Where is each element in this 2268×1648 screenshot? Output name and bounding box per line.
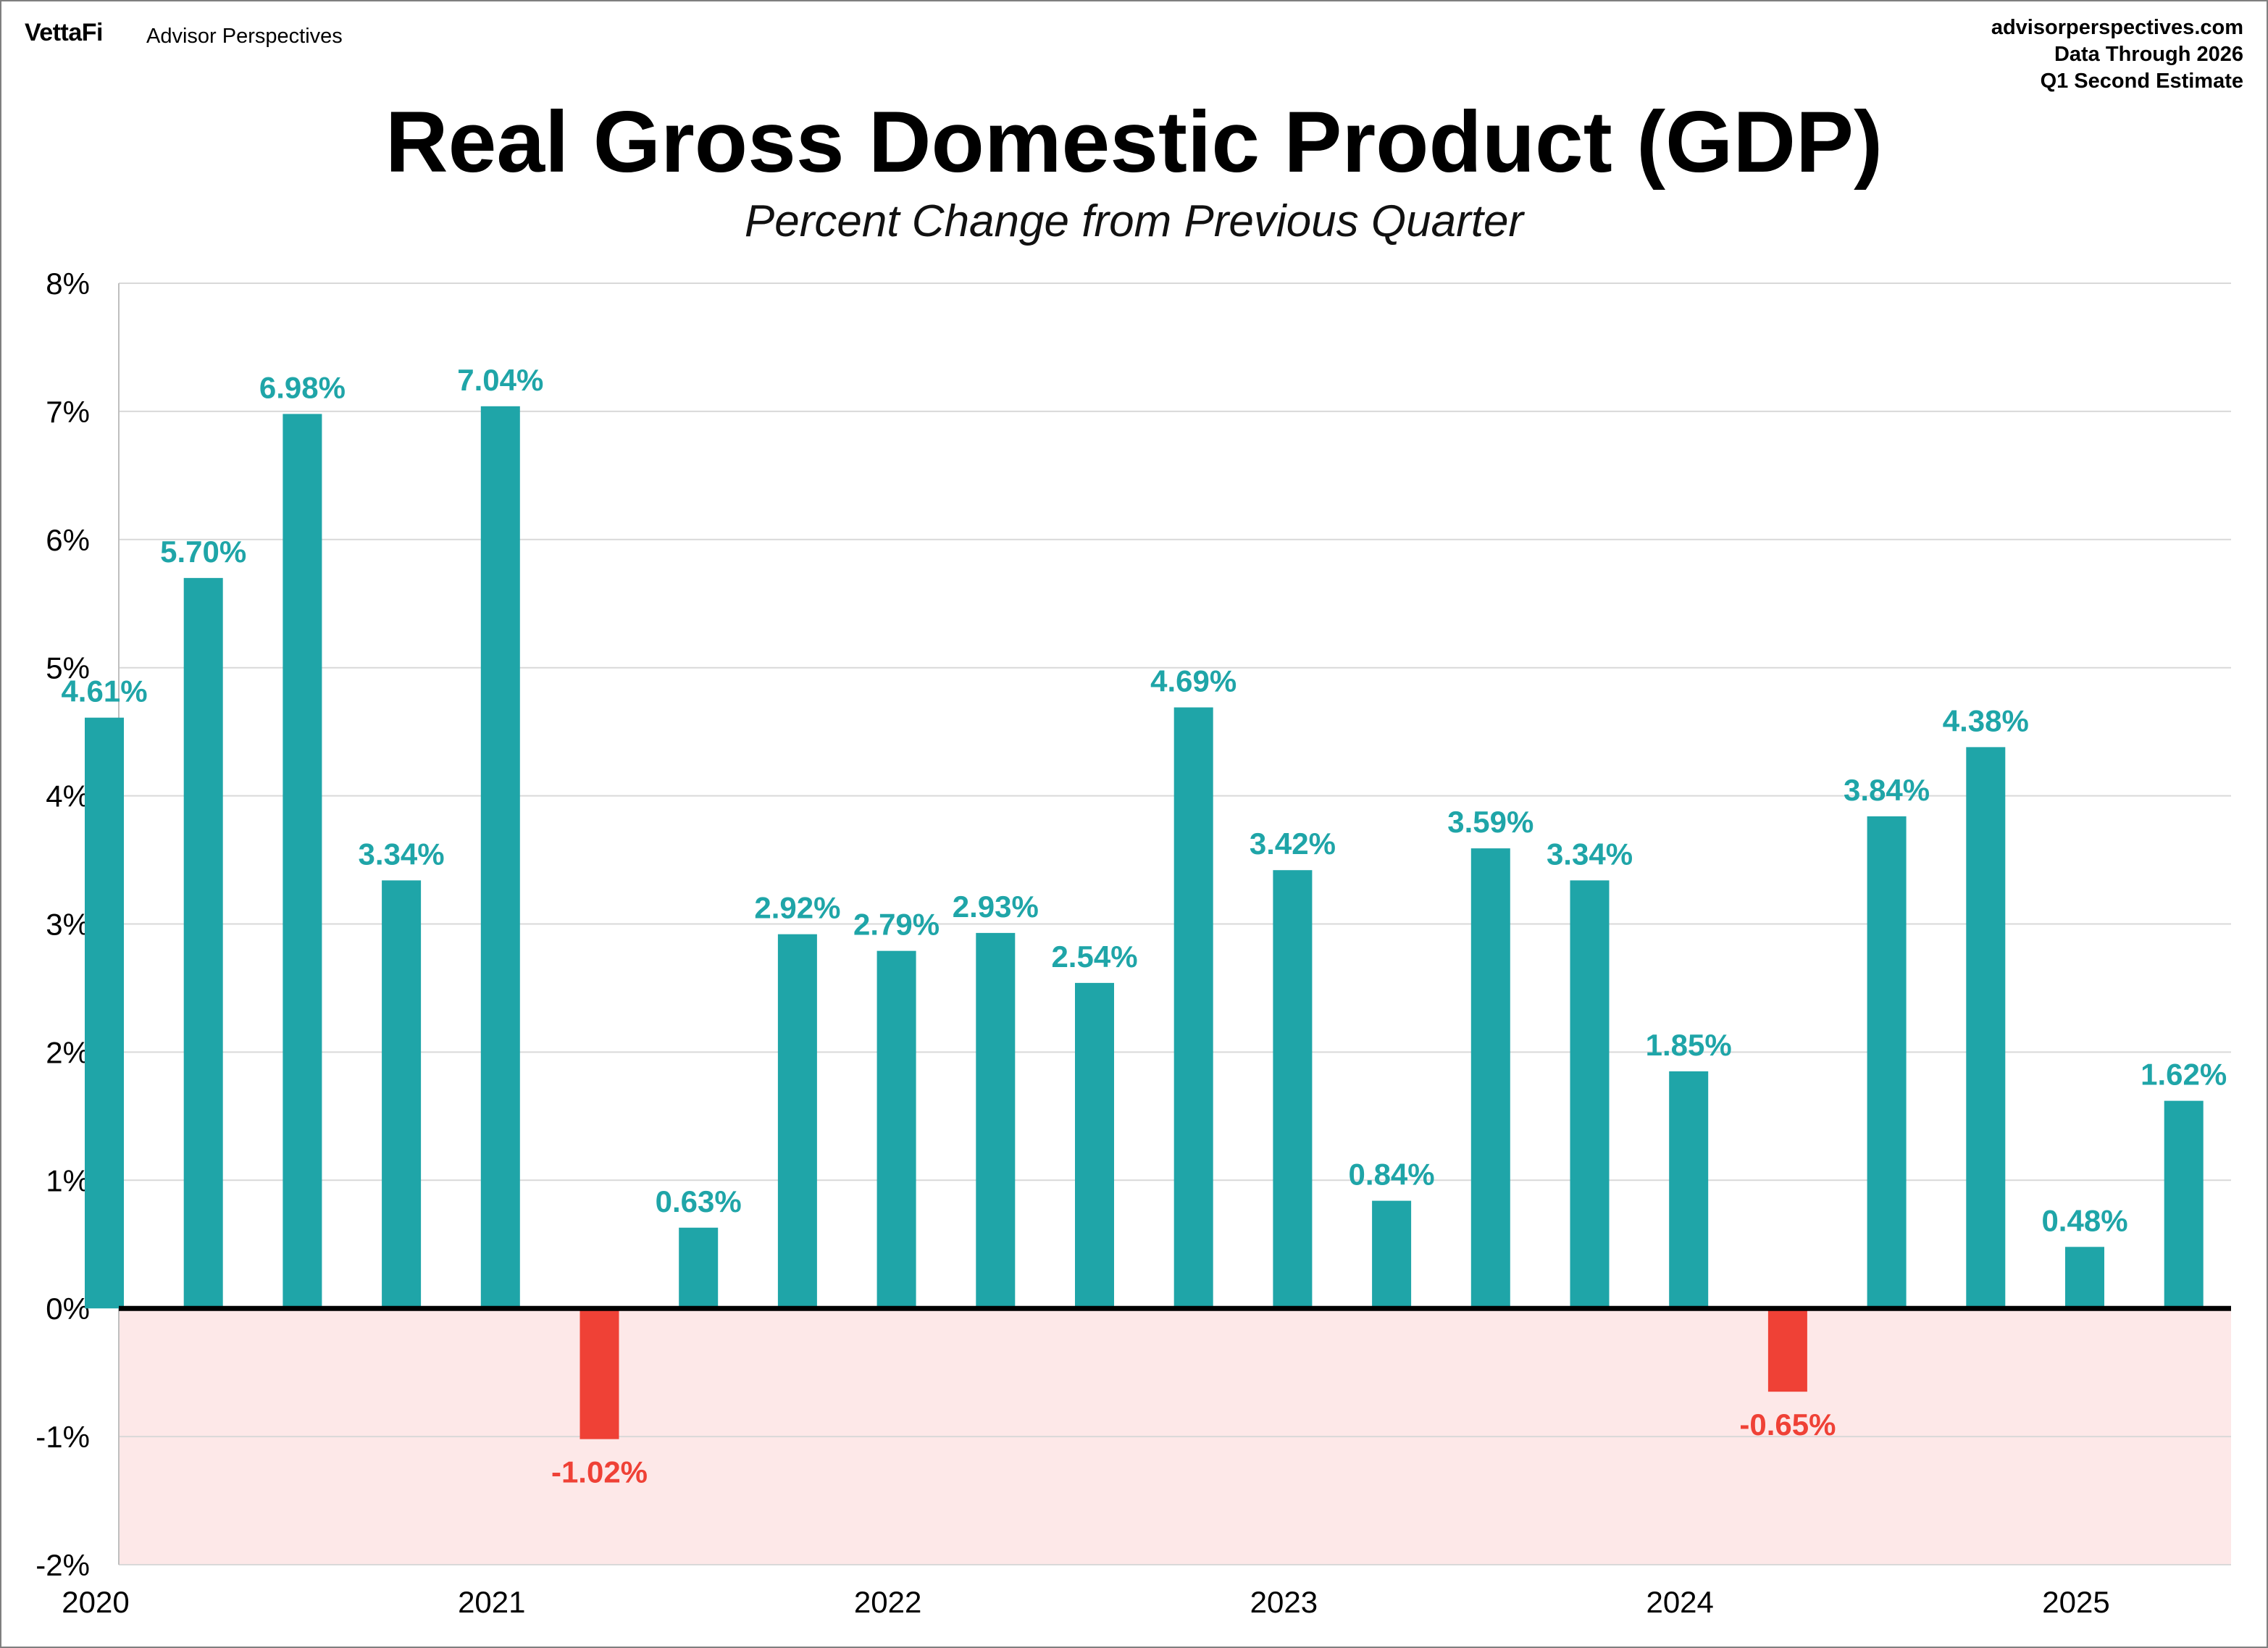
bar: [283, 414, 322, 1309]
vettafi-logo: VettaFi: [25, 19, 103, 46]
bar: [1669, 1071, 1709, 1309]
source-estimate: Q1 Second Estimate: [2040, 70, 2243, 93]
data-label: 5.70%: [160, 535, 246, 569]
y-tick-label: 1%: [46, 1163, 90, 1197]
logo-subtitle: Advisor Perspectives: [146, 25, 343, 48]
data-label: 2.92%: [754, 891, 840, 925]
data-label: -0.65%: [1739, 1408, 1836, 1442]
bar: [679, 1227, 719, 1309]
x-tick-label: 2021: [458, 1585, 525, 1619]
y-tick-label: 6%: [46, 523, 90, 557]
source-data-through: Data Through 2026: [2054, 43, 2243, 66]
data-label: 7.04%: [457, 363, 543, 397]
y-tick-label: -2%: [35, 1548, 90, 1582]
data-label: 1.62%: [2141, 1058, 2227, 1092]
source-block: advisorperspectives.com Data Through 202…: [1991, 14, 2243, 95]
data-label: 4.69%: [1150, 664, 1236, 698]
y-tick-label: 8%: [46, 267, 90, 301]
data-label: 4.61%: [61, 674, 147, 708]
data-label: 3.42%: [1250, 827, 1336, 861]
bar: [1173, 707, 1213, 1309]
y-tick-label: 5%: [46, 651, 90, 685]
data-label: 2.93%: [953, 890, 1039, 924]
data-label: 0.63%: [656, 1184, 742, 1218]
bar: [1867, 816, 1907, 1309]
x-tick-label: 2020: [62, 1585, 129, 1619]
bar: [480, 406, 520, 1309]
x-tick-label: 2025: [2042, 1585, 2109, 1619]
bar: [1075, 982, 1114, 1309]
bar: [777, 934, 817, 1309]
data-label: 2.54%: [1051, 940, 1137, 974]
data-label: -1.02%: [551, 1455, 648, 1489]
bar: [183, 577, 223, 1309]
source-url: advisorperspectives.com: [1991, 16, 2243, 39]
data-label: 3.34%: [359, 837, 445, 871]
y-tick-label: 0%: [46, 1292, 90, 1326]
bar: [1273, 870, 1313, 1309]
data-label: 6.98%: [259, 370, 346, 404]
bar: [85, 717, 124, 1309]
data-label: 0.84%: [1349, 1158, 1435, 1192]
bar: [382, 880, 422, 1309]
bar: [1966, 747, 2006, 1309]
x-tick-label: 2024: [1646, 1585, 1713, 1619]
y-tick-label: 4%: [46, 779, 90, 813]
y-tick-label: 3%: [46, 908, 90, 942]
y-tick-label: -1%: [35, 1420, 90, 1454]
bar: [1470, 848, 1510, 1309]
bar: [2065, 1247, 2104, 1309]
data-label: 1.85%: [1646, 1028, 1732, 1062]
x-tick-label: 2022: [854, 1585, 921, 1619]
data-label: 0.48%: [2041, 1203, 2127, 1237]
bar: [876, 950, 916, 1309]
chart-subtitle: Percent Change from Previous Quarter: [744, 196, 1524, 246]
y-tick-label: 7%: [46, 395, 90, 429]
bar: [1372, 1200, 1412, 1309]
data-label: 3.84%: [1844, 773, 1930, 807]
bar: [976, 932, 1016, 1309]
bar: [2164, 1100, 2204, 1309]
data-label: 3.59%: [1447, 805, 1533, 839]
data-label: 4.38%: [1943, 703, 2029, 737]
x-tick-label: 2023: [1250, 1585, 1318, 1619]
chart-title: Real Gross Domestic Product (GDP): [385, 93, 1883, 191]
bar: [1767, 1308, 1807, 1392]
data-label: 2.79%: [853, 908, 940, 942]
bar: [579, 1308, 619, 1439]
data-label: 3.34%: [1547, 837, 1633, 871]
y-tick-label: 2%: [46, 1035, 90, 1069]
bar: [1570, 880, 1610, 1309]
